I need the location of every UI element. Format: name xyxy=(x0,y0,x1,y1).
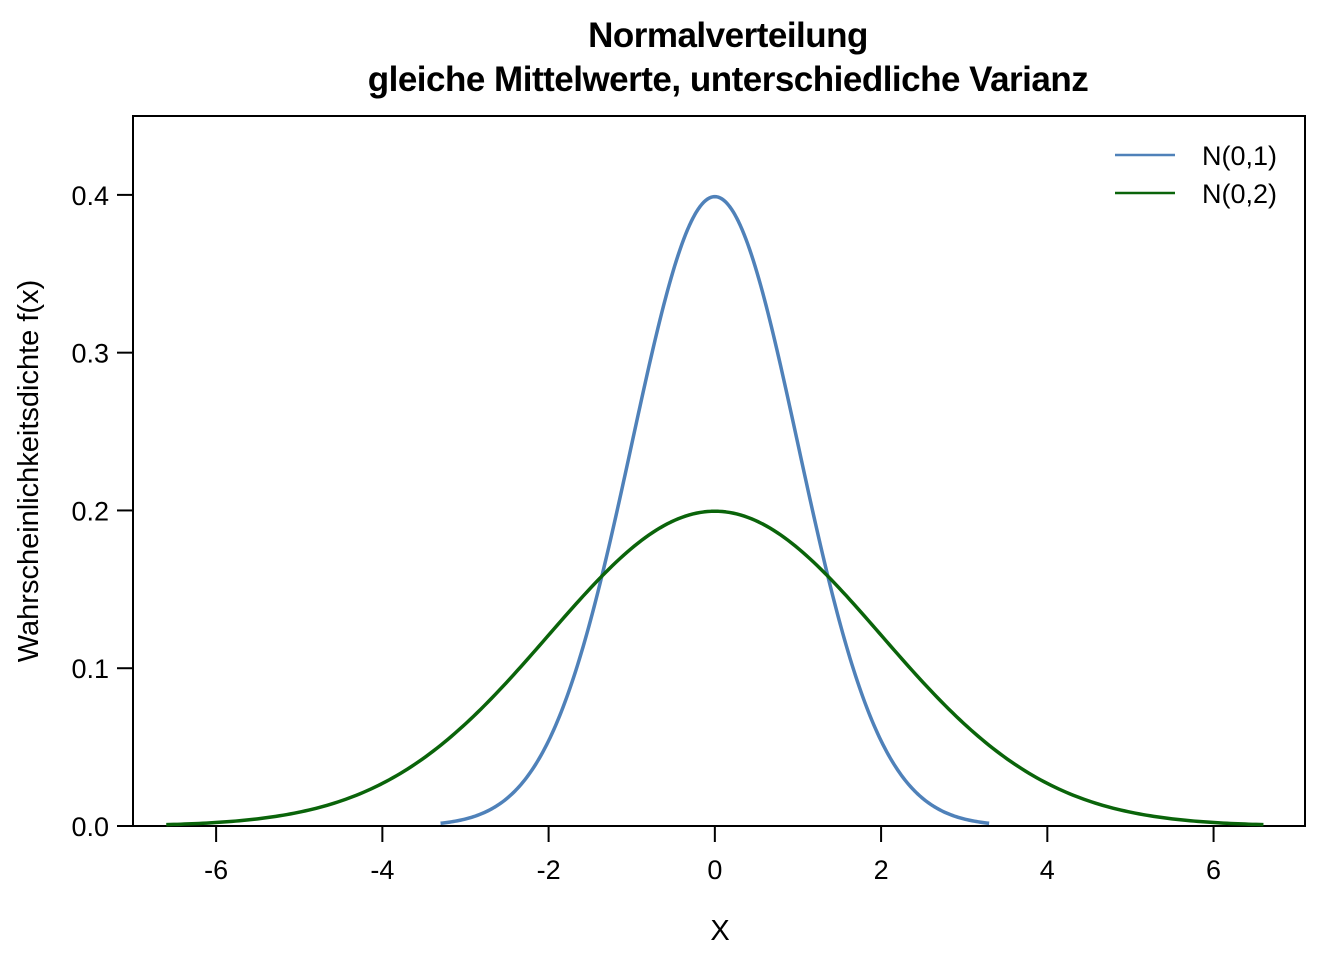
y-axis: 0.0 0.1 0.2 0.3 0.4 xyxy=(71,181,134,842)
x-tick-label: -2 xyxy=(537,855,561,885)
x-tick-label: -4 xyxy=(370,855,394,885)
chart-subtitle: gleiche Mittelwerte, unterschiedliche Va… xyxy=(367,60,1089,99)
x-tick-label: 0 xyxy=(707,855,722,885)
legend-label: N(0,2) xyxy=(1202,179,1277,209)
plot-frame xyxy=(132,115,1306,827)
y-tick-label: 0.3 xyxy=(71,339,109,369)
series-layer xyxy=(166,194,1264,827)
legend-label: N(0,1) xyxy=(1202,141,1277,171)
x-axis: -6 -4 -2 0 2 4 6 xyxy=(204,825,1221,885)
series-line-2 xyxy=(166,509,1264,827)
x-tick-label: 2 xyxy=(874,855,889,885)
y-tick-label: 0.2 xyxy=(71,496,109,526)
y-tick-label: 0.1 xyxy=(71,654,109,684)
y-tick-label: 0.0 xyxy=(71,812,109,842)
x-tick-label: -6 xyxy=(204,855,228,885)
y-tick-label: 0.4 xyxy=(71,181,109,211)
x-tick-label: 4 xyxy=(1040,855,1055,885)
y-axis-title: Wahrscheinlichkeitsdichte f(x) xyxy=(13,280,45,663)
x-tick-label: 6 xyxy=(1206,855,1221,885)
x-axis-title: X xyxy=(710,915,729,947)
legend: N(0,1) N(0,2) xyxy=(1115,141,1277,209)
chart-title: Normalverteilung xyxy=(588,16,868,55)
series-line-1 xyxy=(440,194,990,826)
